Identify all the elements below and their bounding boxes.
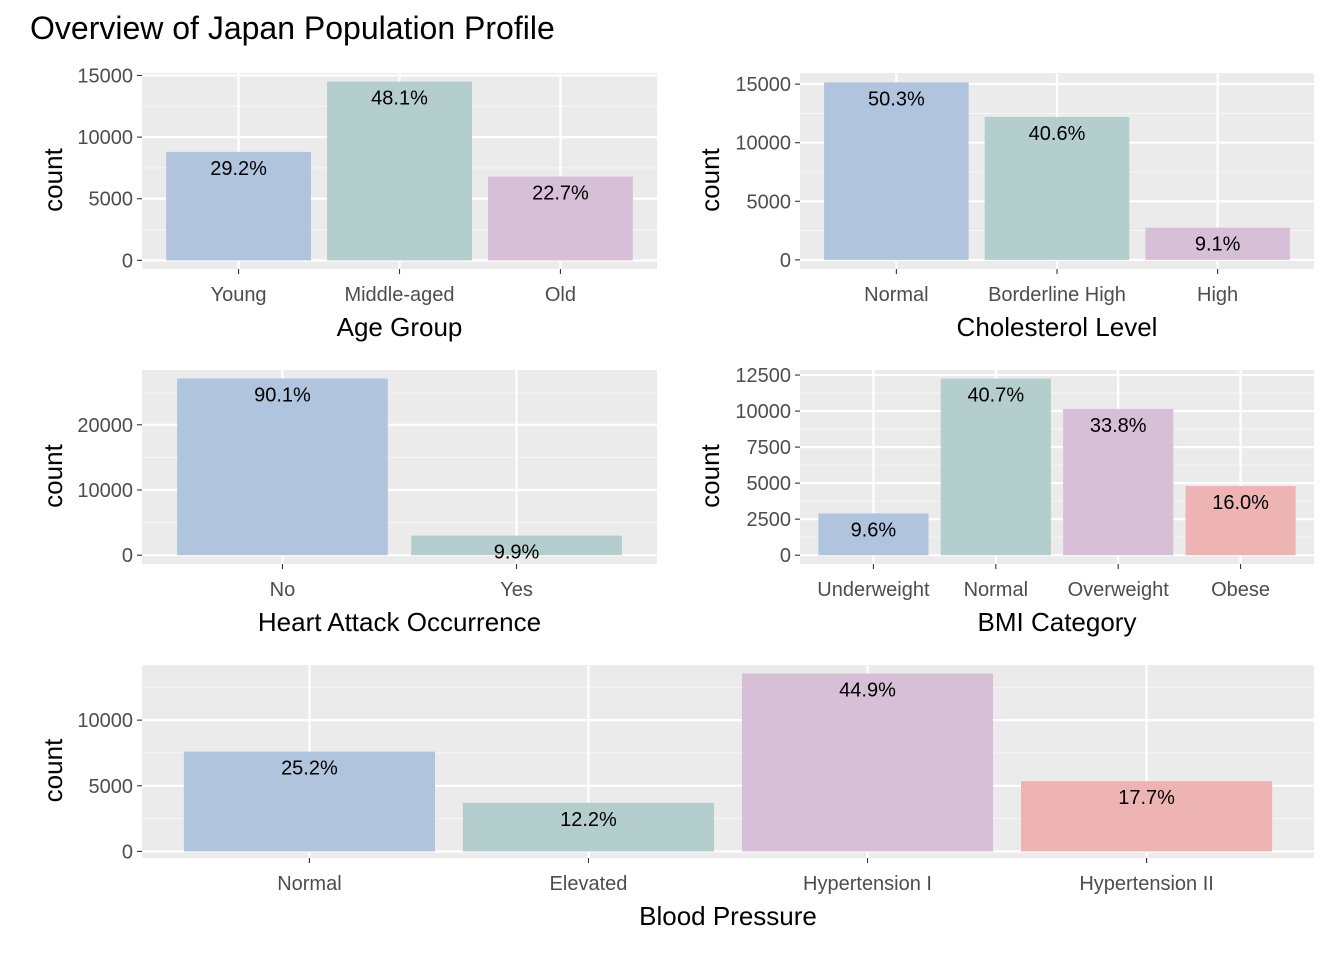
x-tick-label: Middle-aged [344, 284, 454, 306]
y-tick-label: 2500 [747, 509, 792, 531]
bar-bmi-2 [1063, 408, 1174, 556]
y-tick-label: 15000 [77, 65, 133, 87]
y-tick-label: 10000 [77, 480, 133, 502]
bar-heart-0 [177, 378, 388, 556]
bar-bmi-3 [1185, 486, 1296, 556]
y-tick-label: 15000 [735, 74, 791, 96]
x-tick-label: Old [545, 284, 576, 306]
data-label: 17.7% [1118, 787, 1175, 809]
chart-heart: 0 10000 20000 90.1% No 9.9% Yes Heart Attack Oc… [38, 370, 657, 637]
chart-bmi: 0 2500 5000 7500 10000 12500 9.6% Underweight 40… [695, 365, 1314, 637]
y-axis-title: count [38, 738, 68, 802]
data-label: 40.7% [967, 385, 1024, 407]
data-label: 44.9% [839, 680, 896, 702]
x-tick-label: High [1197, 284, 1238, 306]
bar-cholesterol-2 [1145, 227, 1290, 260]
bar-bmi-1 [940, 378, 1051, 556]
data-label: 33.8% [1090, 415, 1147, 437]
y-tick-label: 10000 [77, 127, 133, 149]
figure-title: Overview of Japan Population Profile [30, 10, 555, 46]
data-label: 40.6% [1029, 123, 1086, 145]
y-tick-label: 0 [780, 250, 791, 272]
bar-age-2 [488, 176, 633, 261]
y-tick-label: 5000 [89, 189, 134, 211]
bar-cholesterol-0 [824, 82, 969, 260]
data-label: 9.9% [494, 542, 540, 564]
data-label: 48.1% [371, 88, 428, 110]
data-label: 50.3% [868, 88, 925, 110]
y-tick-label: 0 [780, 545, 791, 567]
x-tick-label: Underweight [817, 579, 930, 601]
bar-bmi-0 [818, 513, 929, 556]
y-tick-label: 0 [122, 841, 133, 863]
bar-bp-1 [462, 802, 715, 852]
y-axis-title: count [38, 443, 68, 507]
x-axis-title: Age Group [337, 312, 463, 342]
bar-bp-2 [741, 673, 994, 852]
data-label: 29.2% [210, 158, 267, 180]
bar-bp-0 [183, 751, 435, 852]
data-label: 90.1% [254, 384, 311, 406]
bar-age-1 [327, 81, 472, 261]
y-tick-label: 5000 [747, 191, 792, 213]
x-tick-label: Overweight [1068, 579, 1170, 601]
y-tick-label: 0 [122, 545, 133, 567]
data-label: 12.2% [560, 809, 617, 831]
y-tick-label: 5000 [89, 776, 134, 798]
y-tick-label: 7500 [747, 437, 792, 459]
x-tick-label: Obese [1211, 579, 1270, 601]
x-axis-title: Blood Pressure [639, 901, 817, 931]
x-tick-label: Young [211, 284, 267, 306]
y-axis-title: count [695, 147, 725, 211]
data-label: 9.1% [1195, 234, 1241, 256]
x-tick-label: Normal [277, 873, 341, 895]
chart-age: 0 5000 10000 15000 29.2% Young 48.1% Middle-age… [38, 65, 657, 342]
bar-age-0 [166, 151, 311, 261]
x-axis-title: Cholesterol Level [957, 312, 1158, 342]
y-axis-title: count [695, 443, 725, 507]
y-tick-label: 12500 [735, 365, 791, 387]
x-tick-label: Normal [864, 284, 928, 306]
x-tick-label: No [270, 579, 296, 601]
data-label: 9.6% [851, 519, 897, 541]
x-tick-label: Borderline High [988, 284, 1126, 306]
x-tick-label: Elevated [550, 873, 628, 895]
x-axis-title: BMI Category [978, 607, 1137, 637]
bar-cholesterol-1 [984, 116, 1130, 260]
x-tick-label: Hypertension II [1079, 873, 1214, 895]
x-axis-title: Heart Attack Occurrence [258, 607, 541, 637]
bar-heart-1 [411, 535, 622, 556]
y-axis-title: count [38, 147, 68, 211]
chart-cholesterol: 0 5000 10000 15000 50.3% Normal 40.6% Borderlin… [695, 73, 1314, 342]
chart-bp: 0 5000 10000 25.2% Normal 12.2% Elevated 44.9% H… [38, 665, 1314, 931]
bar-bp-3 [1021, 781, 1273, 852]
data-label: 16.0% [1212, 492, 1269, 514]
x-tick-label: Normal [964, 579, 1028, 601]
data-label: 22.7% [532, 183, 589, 205]
y-tick-label: 0 [122, 250, 133, 272]
y-tick-label: 20000 [77, 415, 133, 437]
y-tick-label: 10000 [77, 710, 133, 732]
y-tick-label: 10000 [735, 133, 791, 155]
x-tick-label: Yes [500, 579, 533, 601]
y-tick-label: 10000 [735, 401, 791, 423]
data-label: 25.2% [281, 758, 338, 780]
y-tick-label: 5000 [747, 473, 792, 495]
x-tick-label: Hypertension I [803, 873, 932, 895]
